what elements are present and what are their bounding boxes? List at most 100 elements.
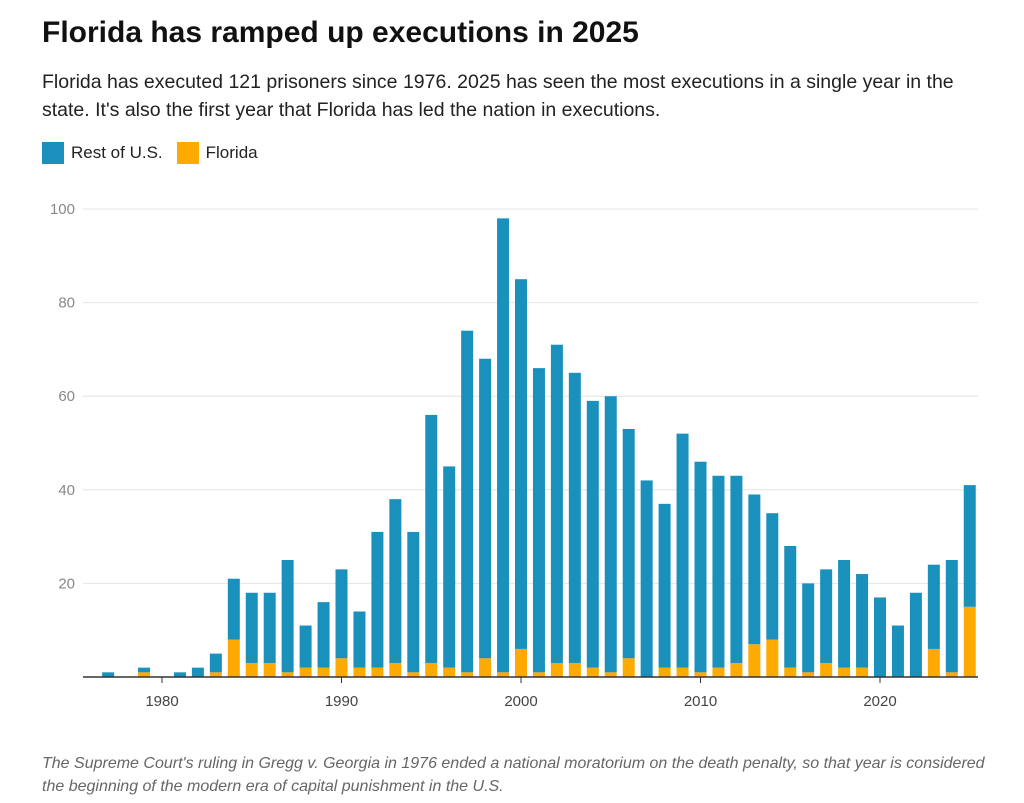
bar-florida	[784, 667, 797, 677]
bar-rest-of-us	[802, 583, 815, 673]
bar-rest-of-us	[497, 218, 510, 673]
bar-florida	[227, 639, 240, 677]
bar-rest-of-us	[425, 414, 438, 663]
bar-florida	[927, 648, 940, 677]
bar-florida	[263, 662, 276, 677]
bar-rest-of-us	[227, 578, 240, 640]
x-tick-label: 1980	[145, 693, 178, 710]
bar-florida	[676, 667, 689, 677]
bar-rest-of-us	[173, 672, 186, 677]
legend-item-rest: Rest of U.S.	[42, 142, 163, 164]
bar-rest-of-us	[874, 597, 886, 677]
bar-florida	[532, 672, 545, 677]
bar-florida	[730, 662, 743, 677]
legend: Rest of U.S. Florida	[42, 142, 258, 164]
x-tick-label: 2020	[863, 693, 896, 710]
bar-rest-of-us	[891, 625, 904, 677]
legend-item-florida: Florida	[176, 142, 258, 164]
bar-rest-of-us	[371, 531, 384, 668]
bar-florida	[586, 667, 599, 677]
x-tick-label: 2000	[504, 693, 537, 710]
bar-florida	[245, 662, 258, 677]
bar-rest-of-us	[838, 560, 851, 668]
chart-note: The Supreme Court's ruling in Gregg v. G…	[42, 755, 985, 795]
bar-rest-of-us	[945, 560, 958, 673]
bar-rest-of-us	[245, 592, 258, 663]
bar-rest-of-us	[766, 513, 779, 640]
bar-rest-of-us	[515, 279, 527, 649]
bar-florida	[856, 667, 869, 677]
bar-rest-of-us	[532, 368, 545, 673]
bar-florida	[802, 672, 815, 677]
bar-rest-of-us	[694, 461, 707, 673]
bar-rest-of-us	[138, 667, 151, 673]
bar-florida	[515, 648, 527, 677]
chart-subtitle: Florida has executed 121 prisoners since…	[42, 71, 954, 121]
y-tick-label: 60	[58, 388, 75, 405]
legend-swatch	[176, 142, 199, 164]
bar-rest-of-us	[389, 499, 402, 663]
bar-rest-of-us	[407, 531, 420, 673]
bar-rest-of-us	[927, 564, 940, 649]
bar-rest-of-us	[479, 358, 492, 659]
bar-florida	[712, 667, 725, 677]
bar-florida	[371, 667, 384, 677]
bar-florida	[389, 662, 402, 677]
bar-rest-of-us	[730, 475, 743, 663]
bar-florida	[622, 658, 635, 677]
bar-rest-of-us	[856, 574, 869, 668]
bar-rest-of-us	[676, 433, 689, 668]
bar-florida	[335, 658, 348, 677]
bar-rest-of-us	[568, 372, 581, 663]
bar-florida	[281, 672, 294, 677]
legend-label: Rest of U.S.	[71, 143, 163, 162]
bar-florida	[461, 672, 474, 677]
bar-rest-of-us	[748, 494, 761, 645]
bar-florida	[658, 667, 671, 677]
bar-florida	[694, 672, 707, 677]
bar-florida	[766, 639, 779, 677]
bar-rest-of-us	[281, 560, 294, 673]
chart-title: Florida has ramped up executions in 2025	[42, 16, 639, 49]
bar-rest-of-us	[191, 667, 204, 677]
bar-rest-of-us	[784, 545, 797, 668]
bar-rest-of-us	[550, 344, 563, 663]
bar-florida	[945, 672, 958, 677]
bar-florida	[748, 644, 761, 677]
x-tick-label: 1990	[325, 693, 358, 710]
bar-florida	[838, 667, 851, 677]
bar-rest-of-us	[299, 625, 312, 668]
y-tick-label: 80	[58, 295, 75, 312]
bar-rest-of-us	[102, 672, 115, 677]
y-tick-label: 40	[58, 482, 75, 499]
bar-rest-of-us	[317, 602, 330, 668]
bar-florida	[497, 672, 510, 677]
y-tick-label: 100	[50, 201, 75, 218]
bar-rest-of-us	[820, 569, 833, 663]
y-tick-label: 20	[58, 575, 75, 592]
bar-florida	[138, 672, 151, 677]
bar-rest-of-us	[209, 653, 222, 673]
bar-rest-of-us	[658, 503, 671, 668]
bar-florida	[407, 672, 420, 677]
bar-rest-of-us	[963, 485, 976, 607]
bar-florida	[353, 667, 366, 677]
bar-rest-of-us	[335, 569, 348, 659]
bar-rest-of-us	[586, 400, 599, 668]
bar-rest-of-us	[604, 396, 617, 673]
bar-rest-of-us	[443, 466, 456, 668]
bar-florida	[963, 606, 976, 677]
bar-rest-of-us	[461, 330, 474, 673]
bar-florida	[550, 662, 563, 677]
bar-florida	[209, 672, 222, 677]
bar-florida	[568, 662, 581, 677]
bar-rest-of-us	[622, 428, 635, 659]
bar-florida	[820, 662, 833, 677]
legend-label: Florida	[205, 143, 258, 162]
bar-rest-of-us	[263, 592, 276, 663]
bar-rest-of-us	[909, 592, 922, 677]
bar-florida	[317, 667, 330, 677]
bar-rest-of-us	[640, 480, 653, 677]
legend-swatch	[42, 142, 64, 164]
